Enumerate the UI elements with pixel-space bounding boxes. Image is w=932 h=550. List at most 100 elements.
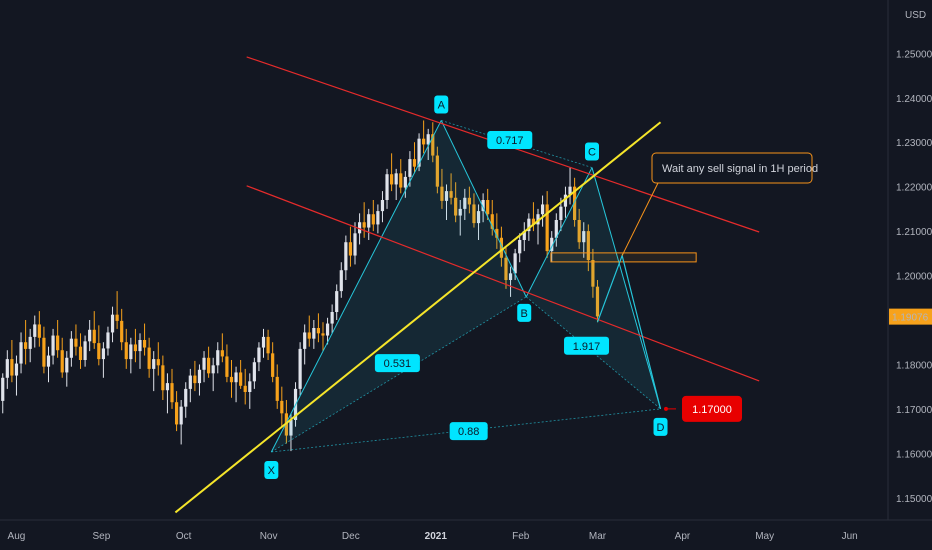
candle-body (225, 356, 229, 377)
candle (458, 200, 462, 236)
candle-body (458, 208, 462, 216)
candle (339, 262, 343, 298)
candle-body (518, 240, 522, 254)
candle-body (179, 406, 183, 425)
candle-body (545, 204, 549, 252)
candle (390, 153, 394, 192)
candle (170, 368, 174, 409)
target-box (682, 395, 742, 422)
candle-body (422, 138, 426, 145)
y-tick-label: 1.21000 (896, 227, 932, 238)
candle (298, 342, 302, 396)
candle-body (1, 377, 5, 401)
candle-body (490, 214, 494, 229)
candle (129, 337, 133, 374)
candle-body (142, 340, 147, 348)
ratio-label-text: 1.917 (573, 341, 601, 353)
candle (444, 184, 449, 220)
candle-body (42, 337, 46, 367)
candle-body (129, 344, 133, 360)
candle-body (376, 211, 380, 225)
candle-body (65, 357, 69, 373)
candle (207, 346, 211, 378)
currency-label: USD (905, 10, 926, 21)
candle-body (220, 350, 224, 357)
candle-body (252, 362, 256, 382)
candle (440, 168, 444, 209)
candle-body (5, 359, 9, 378)
candle (522, 222, 526, 252)
x-tick-label: Sep (93, 531, 111, 542)
y-tick-label: 1.15000 (896, 494, 932, 505)
candle-body (56, 335, 60, 351)
candle-body (367, 214, 371, 228)
candle (403, 171, 407, 198)
pattern-ratio-line-xb (271, 296, 527, 453)
candle (220, 333, 224, 363)
pattern-leg-xa (270, 120, 442, 453)
y-tick-label: 1.20000 (896, 272, 932, 283)
candle-body (234, 372, 238, 383)
candle (33, 315, 37, 348)
pattern-point-box (585, 142, 599, 161)
candle (380, 191, 385, 223)
candle-body (463, 197, 467, 209)
candle (412, 142, 417, 174)
candle-body (152, 359, 156, 369)
candle (472, 193, 476, 228)
candle-body (481, 200, 485, 212)
candle-body (522, 231, 526, 240)
candle-body (390, 174, 394, 185)
candle (508, 266, 513, 297)
candle (504, 246, 508, 289)
candle-body (330, 312, 334, 324)
candle-body (353, 233, 357, 256)
y-tick-label: 1.22000 (896, 183, 932, 194)
candle-body (110, 314, 115, 333)
candle-body (595, 286, 600, 317)
candle-body (449, 191, 453, 198)
candle (65, 351, 69, 387)
pattern-point-text: B (521, 308, 528, 320)
candle-body (303, 332, 307, 349)
candle-body (573, 186, 577, 220)
candle (499, 226, 504, 267)
last-price-label: 1.19076 (892, 313, 929, 324)
candle (161, 355, 165, 400)
ratio-label-text: 0.531 (384, 358, 412, 370)
y-tick-label: 1.18000 (896, 360, 932, 371)
candle (563, 186, 568, 218)
candle (330, 304, 334, 334)
candle-body (257, 347, 261, 363)
candle-body (188, 375, 192, 389)
candle (261, 328, 266, 358)
candle-body (559, 206, 563, 220)
pattern-leg-bc (525, 167, 593, 298)
candle-body (248, 381, 252, 392)
candle-body (335, 291, 339, 312)
ratio-label: 1.917 (564, 336, 610, 355)
candle (211, 357, 215, 392)
candle-body (472, 204, 476, 224)
candle (202, 351, 206, 383)
candle-body (344, 242, 348, 271)
pattern-point-box (517, 303, 532, 322)
candle-body (486, 200, 490, 215)
candle (179, 400, 183, 445)
candle-body (508, 273, 513, 280)
candle-body (97, 343, 101, 360)
channel-line (246, 185, 760, 382)
bcd-triangle (526, 167, 661, 409)
candle (495, 213, 499, 249)
candle-body (540, 204, 545, 215)
candle (422, 120, 426, 154)
candle (193, 360, 197, 392)
candle-body (357, 222, 362, 234)
y-tick-label: 1.16000 (896, 449, 932, 460)
candle-body (440, 186, 444, 201)
candle (10, 340, 14, 383)
y-tick-label: 1.25000 (896, 49, 932, 60)
candle (78, 333, 83, 369)
